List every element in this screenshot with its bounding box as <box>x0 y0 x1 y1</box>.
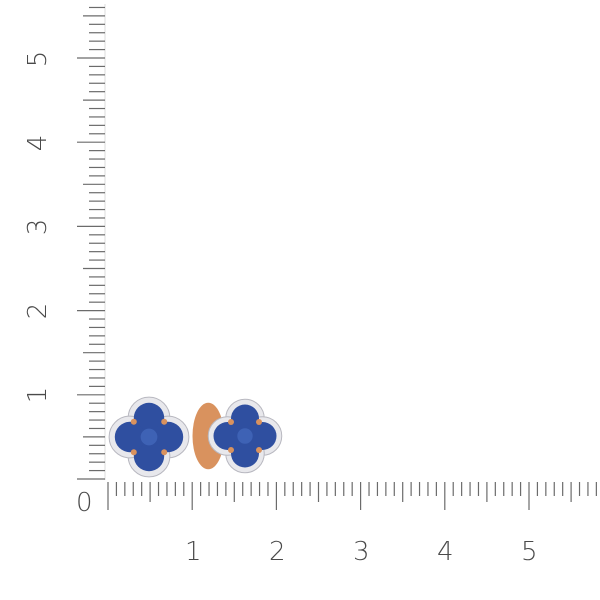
prong <box>130 449 137 456</box>
x-label-0: 0 <box>76 488 93 518</box>
x-label-1: 1 <box>185 537 202 567</box>
y-label-2: 2 <box>23 303 53 320</box>
prong <box>161 418 168 425</box>
y-label-3: 3 <box>23 219 53 236</box>
vertical-ruler <box>77 4 106 480</box>
y-label-4: 4 <box>23 135 53 152</box>
sapphire <box>114 421 146 453</box>
prong <box>130 418 137 425</box>
y-labels: 1 2 3 4 5 <box>23 51 53 404</box>
prong <box>256 419 262 425</box>
sapphire <box>133 402 165 434</box>
y-label-5: 5 <box>23 51 53 68</box>
prong <box>228 447 234 453</box>
x-label-4: 4 <box>437 537 454 567</box>
x-label-3: 3 <box>353 537 370 567</box>
horizontal-ruler <box>107 482 597 510</box>
sapphire <box>248 422 277 450</box>
x-label-5: 5 <box>521 537 538 567</box>
y-label-1: 1 <box>23 387 53 404</box>
sapphire <box>133 440 165 472</box>
sapphire <box>213 422 242 450</box>
earring-front-view <box>108 396 190 478</box>
x-label-2: 2 <box>269 537 286 567</box>
prong <box>161 449 168 456</box>
sapphire <box>152 421 184 453</box>
sapphire-center <box>140 428 158 446</box>
prong <box>228 419 234 425</box>
prong <box>256 447 262 453</box>
sapphire <box>231 439 259 468</box>
earring-angled-view <box>192 398 283 474</box>
sapphire <box>231 404 259 433</box>
sapphire-center <box>237 428 253 444</box>
